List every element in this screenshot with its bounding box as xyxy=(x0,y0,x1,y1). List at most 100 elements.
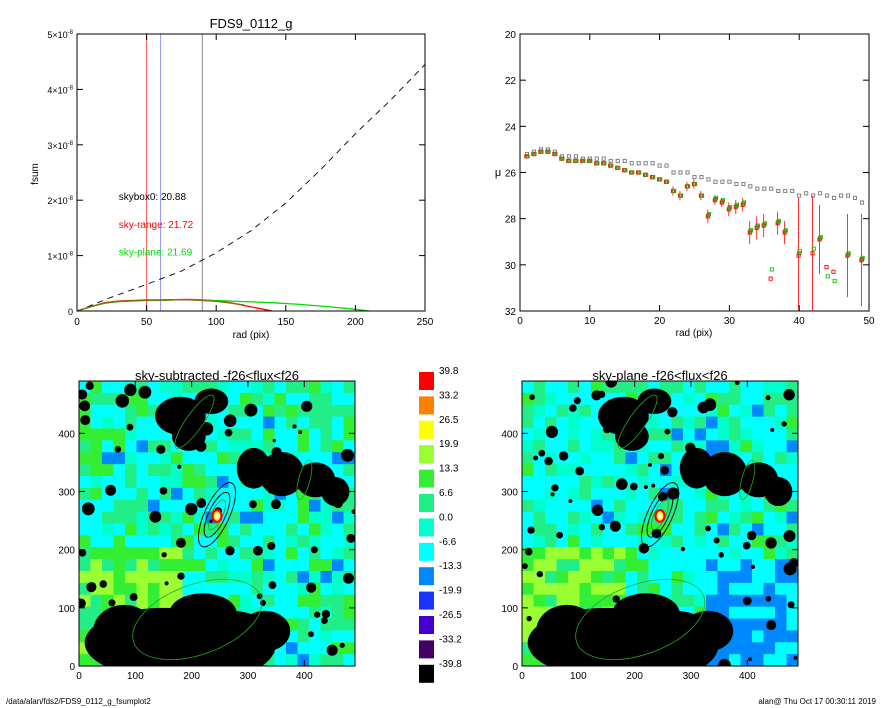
image-pixel-cell xyxy=(637,571,650,584)
image-pixel-cell xyxy=(320,571,333,584)
image-pixel-cell xyxy=(297,416,310,430)
image-pixel-cell xyxy=(194,476,207,489)
mu-point xyxy=(846,193,851,198)
image-pixel-cell xyxy=(533,416,546,430)
image-pixel-cell xyxy=(740,547,753,560)
image-pixel-cell xyxy=(786,594,798,608)
mu-point xyxy=(531,151,537,157)
image-pixel-cell xyxy=(343,594,355,608)
image-pixel-cell xyxy=(602,464,615,477)
image-xtick-label: 400 xyxy=(296,671,313,682)
image-xtick-label: 200 xyxy=(183,671,200,682)
image-pixel-cell xyxy=(171,547,184,560)
image-pixel-cell xyxy=(320,511,333,525)
image-pixel-cell xyxy=(309,654,322,666)
fsum-ytick-label: 5×10-8 xyxy=(47,30,73,40)
image-pixel-cell xyxy=(343,630,355,643)
image-mask-star xyxy=(766,620,777,631)
image-pixel-cell xyxy=(706,571,719,584)
image-pixel-cell xyxy=(171,559,184,572)
image-pixel-cell xyxy=(286,381,299,394)
image-mask-star xyxy=(660,465,669,475)
image-pixel-cell xyxy=(683,487,696,501)
image-pixel-cell xyxy=(274,594,287,608)
image-pixel-cell xyxy=(102,392,115,406)
image-pixel-cell xyxy=(763,571,776,584)
image-pixel-cell xyxy=(228,582,241,596)
image-pixel-cell xyxy=(228,523,241,536)
image-pixel-cell xyxy=(729,559,742,572)
image-xtick-label: 0 xyxy=(519,671,525,682)
image-mask-star xyxy=(629,482,638,491)
image-pixel-cell xyxy=(274,392,287,406)
image-mask-star xyxy=(159,487,168,495)
image-mask-star xyxy=(742,541,751,550)
image-pixel-cell xyxy=(614,582,627,596)
image-pixel-cell xyxy=(148,523,161,536)
mu-point xyxy=(818,191,823,196)
colorbar: 39.8 33.2 26.5 19.9 13.3 6.6 0.0 -6.6 -13.3 -19.9… xyxy=(419,366,462,683)
mu-point xyxy=(573,158,578,164)
image-pixel-cell xyxy=(113,464,126,477)
image-pixel-cell xyxy=(579,582,592,596)
image-pixel-cell xyxy=(775,523,788,536)
image-pixel-cell xyxy=(113,416,126,430)
image-pixel-cell xyxy=(320,630,333,643)
image-pixel-cell xyxy=(240,594,253,608)
mask-region-ellipse xyxy=(174,394,215,449)
mu-point xyxy=(545,147,550,152)
image-mask-star xyxy=(195,440,207,452)
image-pixel-cell xyxy=(579,511,592,525)
colorbar-swatch xyxy=(419,494,434,512)
image-pixel-cell xyxy=(660,582,673,596)
image-pixel-cell xyxy=(228,381,241,394)
fsum-annotation-1: sky-range: 21.72 xyxy=(119,220,194,231)
fsum-plot-frame xyxy=(76,33,426,312)
image-pixel-cell xyxy=(332,392,345,406)
image-pixel-cell xyxy=(90,428,103,441)
fsum-ytick-label: 3×10-8 xyxy=(47,141,73,151)
image-mask-star xyxy=(79,598,86,609)
mu-point xyxy=(643,161,648,166)
image-pixel-cell xyxy=(136,476,149,489)
image-pixel-cell xyxy=(251,511,264,525)
image-pixel-cell xyxy=(205,559,218,572)
image-pixel-cell xyxy=(263,654,276,666)
image-pixel-cell xyxy=(125,511,138,525)
image-pixel-cell xyxy=(752,392,765,406)
image-ytick-label: 0 xyxy=(69,662,75,673)
image-pixel-cell xyxy=(740,381,753,394)
mu-point xyxy=(762,222,767,227)
image-pixel-cell xyxy=(591,571,604,584)
image-pixel-cell xyxy=(683,547,696,560)
image-pixel-cell xyxy=(660,559,673,572)
image-pixel-cell xyxy=(740,511,753,525)
image-pixel-cell xyxy=(694,559,707,572)
image-mask-star xyxy=(286,468,297,479)
mu-point xyxy=(678,193,683,198)
image-pixel-cell xyxy=(694,547,707,560)
image-pixel-cell xyxy=(171,476,184,489)
image-mask-star xyxy=(253,545,263,556)
image-pixel-cell xyxy=(579,452,592,465)
image-pixel-cell xyxy=(125,571,138,584)
mu-xtick-label: 20 xyxy=(654,316,666,327)
image-pixel-cell xyxy=(591,559,604,572)
footer-timestamp: alan@ Thu Oct 17 00:30:11 2019 xyxy=(758,697,876,706)
image-mask-blob xyxy=(702,451,748,497)
image-pixel-cell xyxy=(297,535,310,548)
image-pixel-cell xyxy=(79,440,92,453)
image-mask-star xyxy=(247,457,253,463)
image-pixel-cell xyxy=(556,559,569,572)
image-pixel-cell xyxy=(217,487,230,501)
image-pixel-cell xyxy=(625,452,638,465)
image-pixel-cell xyxy=(533,499,546,513)
image-pixel-cell xyxy=(309,594,322,608)
image-pixel-cell xyxy=(683,499,696,513)
mu-point xyxy=(734,181,739,187)
image-pixel-cell xyxy=(102,523,115,536)
image-pixel-cell xyxy=(545,381,558,394)
image-pixel-cell xyxy=(568,487,581,501)
image-pixel-cell xyxy=(297,511,310,525)
image-pixel-cell xyxy=(309,452,322,465)
